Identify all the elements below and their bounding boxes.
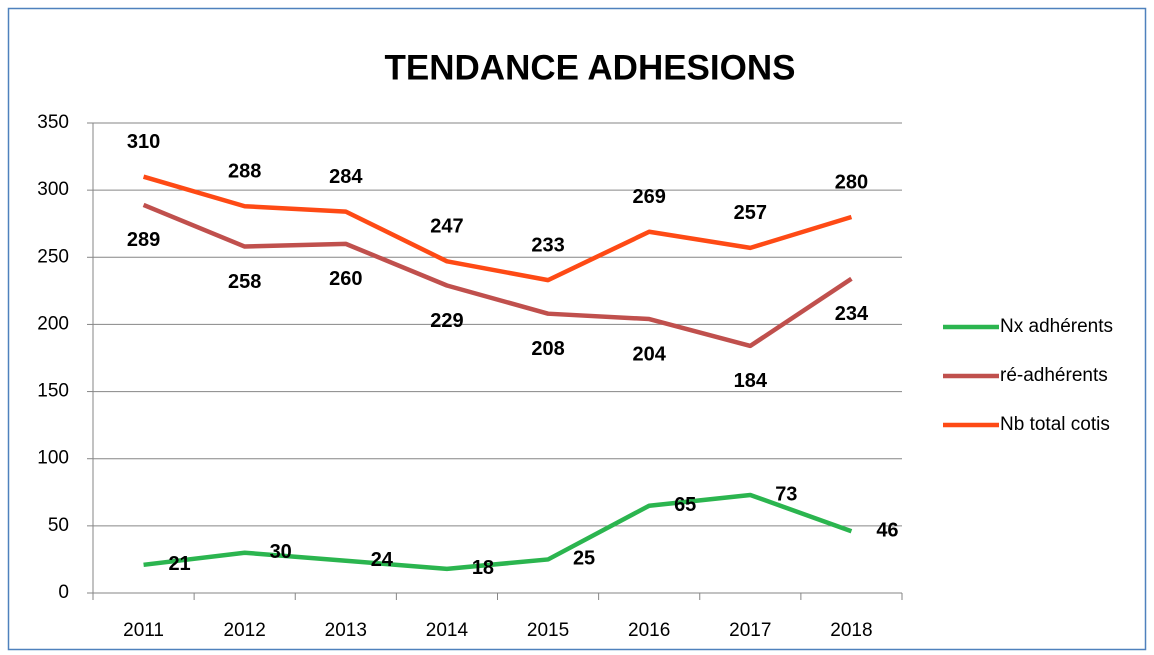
y-tick-label: 300 bbox=[37, 179, 69, 200]
data-label: 310 bbox=[127, 131, 160, 153]
x-tick-label: 2013 bbox=[325, 620, 367, 641]
x-tick-label: 2017 bbox=[729, 620, 771, 641]
data-label: 21 bbox=[168, 553, 190, 575]
y-tick-label: 150 bbox=[37, 381, 69, 402]
data-label: 257 bbox=[734, 202, 767, 224]
x-tick-label: 2018 bbox=[830, 620, 872, 641]
y-tick-label: 0 bbox=[58, 582, 69, 603]
data-label: 280 bbox=[835, 171, 868, 193]
legend-label: ré-adhérents bbox=[1000, 365, 1108, 386]
data-label: 269 bbox=[633, 186, 666, 208]
series-line bbox=[142, 174, 853, 283]
data-label: 247 bbox=[430, 216, 463, 238]
series-line bbox=[142, 202, 853, 349]
data-label: 284 bbox=[329, 166, 363, 188]
data-label: 73 bbox=[775, 483, 797, 505]
legend-label: Nx adhérents bbox=[1000, 316, 1113, 337]
y-tick-label: 100 bbox=[37, 448, 69, 469]
series-line bbox=[143, 492, 853, 572]
data-label: 24 bbox=[371, 549, 394, 571]
x-tick-label: 2012 bbox=[224, 620, 266, 641]
data-label: 46 bbox=[876, 520, 898, 542]
data-label: 258 bbox=[228, 271, 261, 293]
data-label: 184 bbox=[734, 370, 768, 392]
data-label: 18 bbox=[472, 557, 494, 579]
x-tick-label: 2014 bbox=[426, 620, 469, 641]
y-tick-label: 200 bbox=[37, 313, 69, 334]
y-tick-label: 350 bbox=[37, 112, 69, 133]
y-tick-label: 50 bbox=[48, 515, 69, 536]
data-label: 289 bbox=[127, 229, 160, 251]
data-label: 208 bbox=[531, 338, 564, 360]
chart-title: TENDANCE ADHESIONS bbox=[385, 48, 796, 87]
y-tick-label: 250 bbox=[37, 246, 69, 267]
data-label: 30 bbox=[270, 541, 292, 563]
data-label: 229 bbox=[430, 310, 463, 332]
legend-label: Nb total cotis bbox=[1000, 414, 1110, 435]
x-tick-label: 2011 bbox=[123, 620, 164, 641]
data-label: 204 bbox=[633, 343, 667, 365]
x-tick-label: 2016 bbox=[628, 620, 670, 641]
data-label: 288 bbox=[228, 161, 261, 183]
x-tick-label: 2015 bbox=[527, 620, 569, 641]
data-label: 233 bbox=[531, 234, 564, 256]
data-label: 234 bbox=[835, 303, 869, 325]
data-label: 25 bbox=[573, 548, 595, 570]
data-label: 65 bbox=[674, 494, 696, 516]
data-label: 260 bbox=[329, 268, 362, 290]
